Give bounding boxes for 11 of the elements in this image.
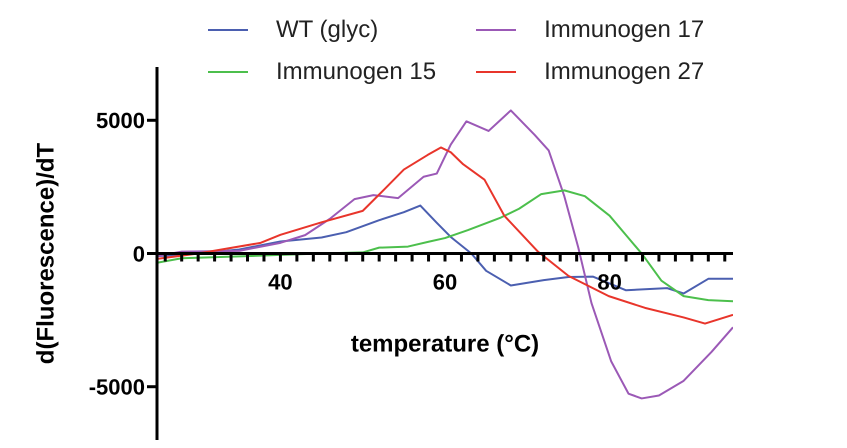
y-axis-title: d(Fluorescence)/dT [32, 142, 60, 364]
x-tick-label: 60 [432, 270, 458, 294]
y-tick-label: 5000 [96, 108, 145, 134]
legend-label: Immunogen 27 [544, 58, 704, 86]
y-tick-label: -5000 [88, 374, 145, 400]
y-tick-label: 0 [132, 241, 145, 266]
x-axis-title: temperature (°C) [350, 330, 540, 358]
legend-label: Immunogen 15 [276, 58, 436, 86]
x-tick-label: 40 [268, 270, 293, 294]
legend-label: Immunogen 17 [544, 16, 704, 44]
legend-label: WT (glyc) [276, 16, 378, 44]
